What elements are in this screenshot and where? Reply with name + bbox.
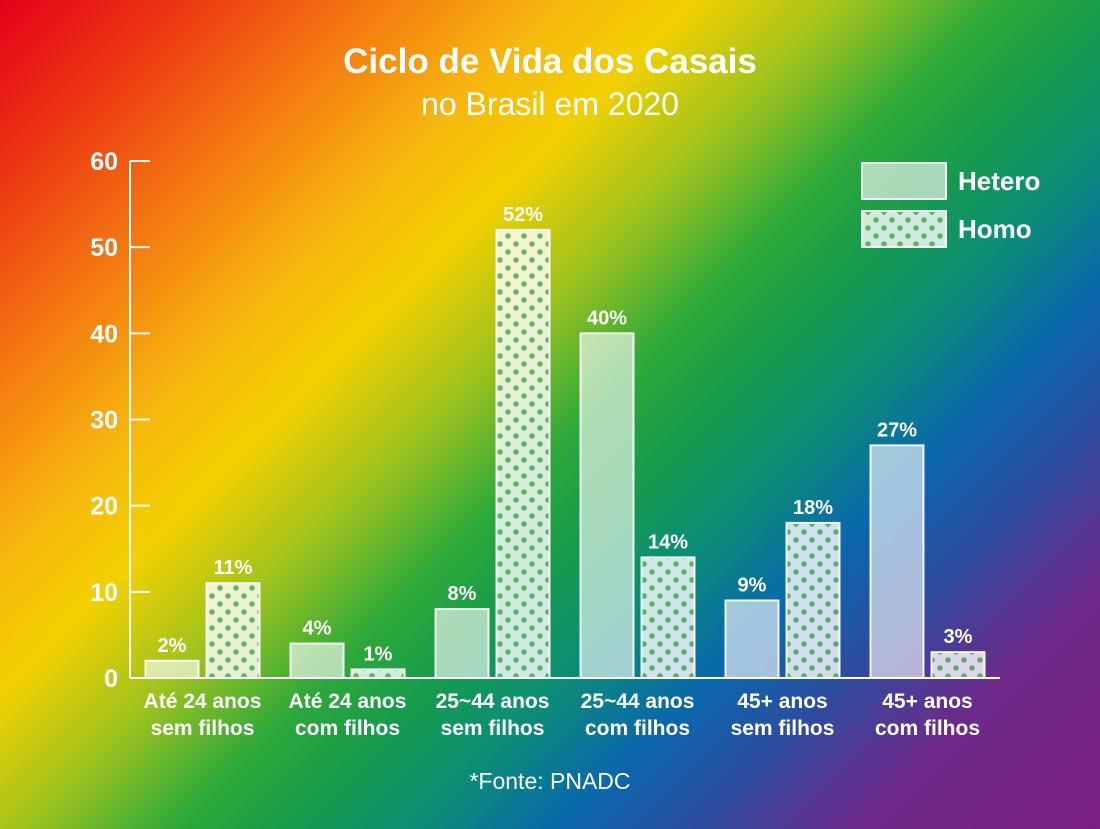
y-tick-label: 10 [90,579,118,607]
legend-swatch-homo [861,210,947,248]
data-label-hetero: 2% [158,635,187,657]
legend-label-homo: Homo [958,214,1032,244]
bar-homo [205,582,261,680]
y-tick-label: 60 [90,148,118,176]
data-label-homo: 14% [648,531,688,553]
bar-homo [640,556,696,679]
x-tick-label: 25~44 anos [581,690,695,713]
data-label-hetero: 8% [448,583,477,605]
y-tick-label: 30 [90,407,118,435]
bar-homo [785,521,841,680]
data-label-homo: 18% [793,497,833,519]
data-label-hetero: 4% [303,618,332,640]
x-tick-label: com filhos [295,717,400,740]
data-label-hetero: 27% [877,419,917,441]
chart-subtitle: no Brasil em 2020 [421,86,679,122]
x-tick-label: 25~44 anos [436,690,550,713]
x-tick-label: com filhos [585,717,690,740]
data-label-hetero: 40% [587,307,627,329]
bar-hetero [869,444,925,679]
y-tick-label: 50 [90,234,118,262]
x-tick-label: sem filhos [151,717,255,740]
y-tick-label: 40 [90,320,118,348]
x-tick-label: 45+ anos [882,690,972,713]
data-label-homo: 1% [364,643,393,665]
source-note: *Fonte: PNADC [469,768,631,794]
x-tick-label: Até 24 anos [144,690,262,713]
x-tick-label: sem filhos [731,717,835,740]
y-tick-label: 0 [104,665,118,693]
chart-title: Ciclo de Vida dos Casais [343,42,757,81]
bar-hetero [579,332,635,679]
bar-hetero [144,659,200,679]
bar-homo [930,651,986,680]
bar-hetero [434,608,490,679]
data-label-homo: 3% [944,626,973,648]
x-tick-label: sem filhos [441,717,545,740]
bar-hetero [724,599,780,680]
data-label-homo: 52% [503,204,543,226]
bar-homo [350,668,406,680]
data-label-homo: 11% [214,557,253,579]
x-tick-label: Até 24 anos [289,690,407,713]
x-tick-label: com filhos [875,717,980,740]
legend-swatch-hetero [861,162,947,200]
y-tick-label: 20 [90,493,118,521]
chart-title-block: Ciclo de Vida dos Casais no Brasil em 20… [0,40,1100,124]
bar-homo [495,228,551,680]
x-tick-label: 45+ anos [737,690,827,713]
data-label-hetero: 9% [738,574,767,596]
bar-hetero [289,642,345,679]
legend-label-hetero: Hetero [958,166,1040,196]
